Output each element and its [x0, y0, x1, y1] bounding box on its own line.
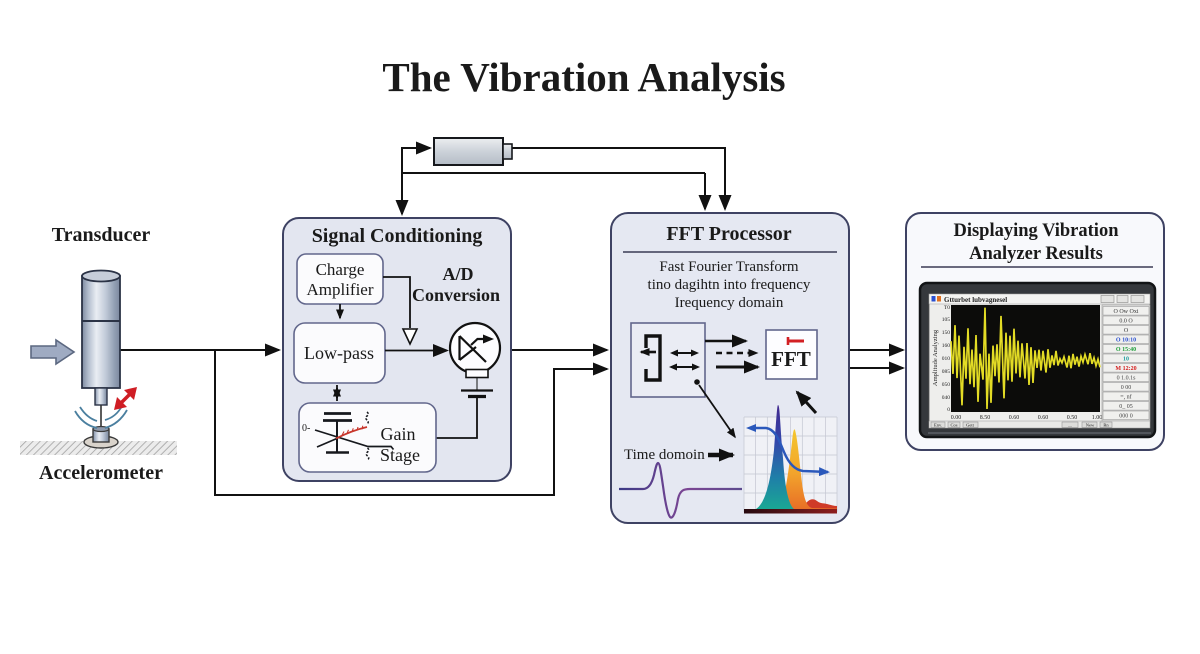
- svg-text:Stage: Stage: [380, 445, 420, 465]
- svg-text:0.60: 0.60: [1038, 415, 1049, 421]
- svg-text:M 12:20: M 12:20: [1115, 366, 1136, 372]
- svg-text:O 15:40: O 15:40: [1116, 347, 1136, 353]
- svg-text:O 10:10: O 10:10: [1116, 338, 1136, 344]
- svg-text:0.0 O: 0.0 O: [1119, 319, 1133, 325]
- svg-text:Rn: Rn: [1103, 423, 1109, 428]
- svg-text:Irequency domain: Irequency domain: [675, 295, 784, 311]
- svg-text:105: 105: [942, 317, 951, 323]
- svg-text:Charge: Charge: [316, 260, 365, 279]
- svg-text:O: O: [1124, 328, 1129, 334]
- svg-text:Transducer: Transducer: [52, 224, 151, 246]
- svg-text:New: New: [1086, 423, 1095, 428]
- svg-text:tino dagihtn into frequency: tino dagihtn into frequency: [648, 277, 811, 293]
- svg-text:Cos: Cos: [950, 423, 957, 428]
- svg-text:Time domoin: Time domoin: [624, 447, 705, 463]
- svg-text:T0: T0: [944, 305, 950, 311]
- svg-text:Displaying Vibration: Displaying Vibration: [953, 221, 1119, 241]
- svg-text:....: ....: [1068, 423, 1073, 428]
- svg-text:Signal Conditioning: Signal Conditioning: [312, 225, 483, 247]
- svg-text:10: 10: [1123, 357, 1129, 363]
- svg-text:The Vibration Analysis: The Vibration Analysis: [382, 54, 785, 100]
- svg-text:150: 150: [942, 330, 951, 336]
- svg-text:FFT Processor: FFT Processor: [666, 223, 791, 245]
- svg-text:Conversion: Conversion: [412, 285, 500, 305]
- svg-text:Amplitude Analyzing: Amplitude Analyzing: [932, 329, 939, 386]
- svg-text:Env.: Env.: [934, 423, 942, 428]
- svg-text:0-: 0-: [302, 423, 310, 434]
- svg-text:0 1.0.1s: 0 1.0.1s: [1117, 376, 1137, 382]
- svg-text:085: 085: [942, 369, 951, 375]
- svg-text:0.00: 0.00: [951, 415, 962, 421]
- svg-text:O Ow Oxi: O Ow Oxi: [1114, 309, 1139, 315]
- svg-text:Low-pass: Low-pass: [304, 343, 374, 363]
- svg-text:Analyzer Results: Analyzer Results: [969, 244, 1103, 264]
- svg-text:0 00: 0 00: [1121, 385, 1132, 391]
- svg-text:A/D: A/D: [443, 264, 474, 284]
- svg-text:Gain: Gain: [381, 424, 416, 444]
- svg-text:0: 0: [947, 407, 950, 413]
- svg-text:Gtturbet lubvagnesel: Gtturbet lubvagnesel: [944, 296, 1007, 304]
- svg-text:8.50: 8.50: [980, 415, 991, 421]
- svg-text:Amplifier: Amplifier: [306, 280, 373, 299]
- svg-text:1.00: 1.00: [1092, 415, 1103, 421]
- svg-text:Fast Fourier Transform: Fast Fourier Transform: [659, 259, 799, 275]
- svg-text:FFT: FFT: [771, 347, 811, 371]
- svg-text:Accelerometer: Accelerometer: [39, 462, 163, 484]
- svg-text:050: 050: [942, 382, 951, 388]
- svg-text:040: 040: [942, 395, 951, 401]
- svg-text:0_ 05: 0_ 05: [1119, 404, 1133, 410]
- svg-text:010: 010: [942, 356, 951, 362]
- svg-text:0.60: 0.60: [1009, 415, 1020, 421]
- svg-text:Gett: Gett: [966, 423, 974, 428]
- svg-text:0.50: 0.50: [1067, 415, 1078, 421]
- svg-text:160: 160: [942, 343, 951, 349]
- svg-text:000 0: 000 0: [1119, 414, 1133, 420]
- svg-text:=, nf: =, nf: [1120, 394, 1131, 401]
